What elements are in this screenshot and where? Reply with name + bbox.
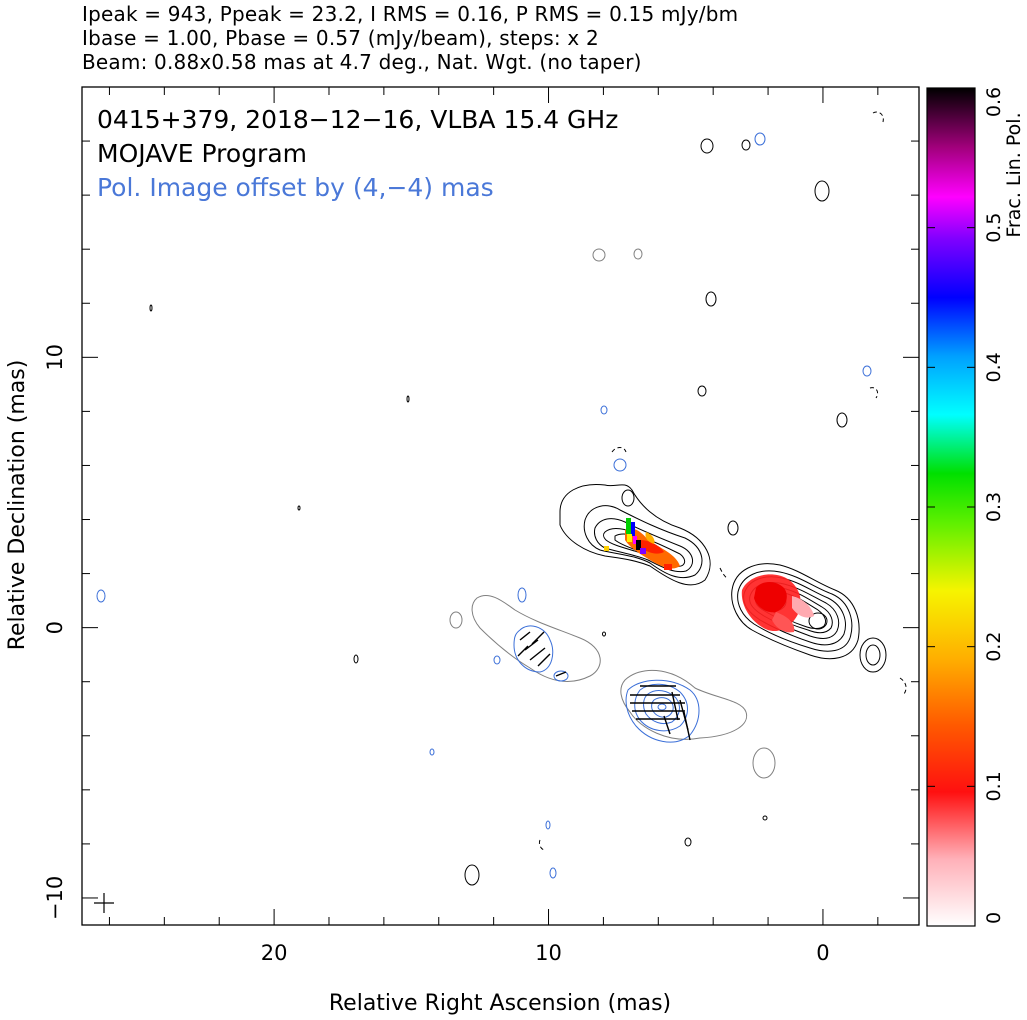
y-tick-label: −10	[43, 876, 67, 920]
colorbar-tick-label: 0.2	[983, 632, 1005, 662]
negative-contours	[538, 111, 907, 851]
program-annotation: MOJAVE Program	[97, 139, 307, 168]
axis-ticks	[82, 87, 919, 925]
x-axis-label: Relative Right Ascension (mas)	[329, 991, 671, 1016]
colorbar-tick-label: 0	[983, 912, 1005, 924]
header-line-base-levels: Ibase = 1.00, Pbase = 0.57 (mJy/beam), s…	[82, 26, 599, 50]
colorbar-tick-label: 0.1	[983, 771, 1005, 801]
map-content	[94, 111, 907, 913]
x-tick-label: 10	[535, 941, 562, 965]
y-tick-label: 10	[43, 344, 67, 371]
x-tick-label: 20	[261, 941, 288, 965]
polarized-outer-contours	[449, 248, 776, 779]
header-line-peaks: Ipeak = 943, Ppeak = 23.2, I RMS = 0.16,…	[82, 2, 739, 26]
total-intensity-contours	[149, 138, 887, 886]
header-line-beam: Beam: 0.88x0.58 mas at 4.7 deg., Nat. Wg…	[82, 50, 642, 74]
y-tick-label: 0	[43, 621, 67, 634]
fractional-polarization-colormap	[604, 518, 814, 633]
colorbar-ticks: 0 0.1 0.2 0.3 0.4 0.5 0.6	[927, 87, 1005, 927]
colorbar-tick-label: 0.5	[983, 213, 1005, 243]
offset-annotation: Pol. Image offset by (4,−4) mas	[97, 173, 494, 202]
plot-frame	[81, 86, 920, 926]
y-axis-label: Relative Declination (mas)	[5, 360, 30, 651]
polarized-contours	[96, 132, 872, 879]
colorbar-tick-label: 0.3	[983, 492, 1005, 522]
colorbar-label: Frac. Lin. Pol.	[1003, 112, 1025, 237]
beam-marker	[94, 893, 114, 913]
colorbar-tick-label: 0.4	[983, 352, 1005, 382]
source-annotation: 0415+379, 2018−12−16, VLBA 15.4 GHz	[97, 105, 618, 134]
axis-tick-labels: 20 10 0 10 0 −10	[43, 344, 830, 965]
x-tick-label: 0	[816, 941, 829, 965]
colorbar-tick-label: 0.6	[983, 87, 1005, 117]
polarization-vectors	[517, 631, 691, 741]
